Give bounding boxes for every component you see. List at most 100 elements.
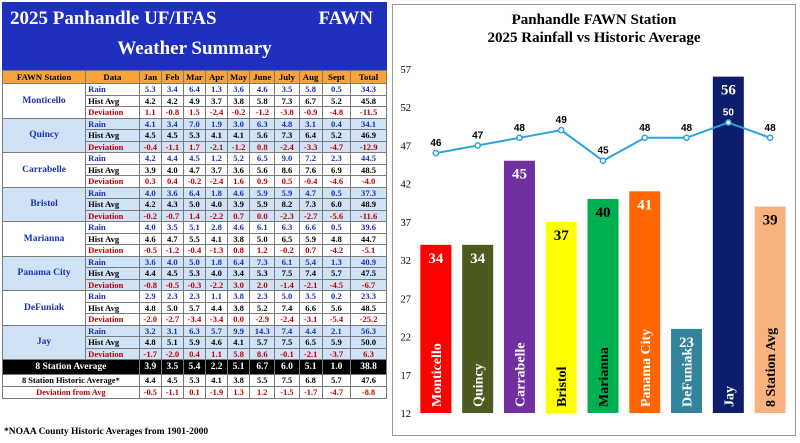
row-label: Deviation	[85, 313, 140, 326]
row-label: Deviation	[85, 140, 140, 153]
summary-cell: 3.8	[227, 374, 251, 387]
table-row: Deviation -0.4 -1.1 1.7 -2.1 -1.2 0.8 -2.4 -3.3-…	[3, 140, 387, 153]
table-cell: 4.5	[160, 129, 184, 142]
table-cell: 46.9	[350, 129, 387, 142]
row-label: Rain	[85, 324, 140, 337]
category-label: Carrabelle	[513, 342, 528, 407]
table-cell: 4.1	[227, 129, 251, 142]
table-cell: 5.4	[298, 255, 323, 268]
table-cell: 5.7	[321, 267, 352, 280]
table-cell: -4.0	[350, 175, 387, 188]
table-cell: 3.8	[227, 290, 251, 303]
table-cell: -5.6	[321, 209, 352, 222]
category-label: 8 Station Avg	[764, 328, 779, 407]
row-label: Deviation	[85, 278, 140, 291]
table-row: Hist Avg 4.2 4.3 5.0 4.0 3.9 5.9 8.2 7.3 6.0 48.9	[3, 198, 387, 211]
table-cell: -25.2	[350, 313, 387, 326]
station-name: Monticello	[1, 83, 87, 119]
table-cell: 3.8	[227, 301, 251, 314]
table-cell: -1.7	[138, 347, 162, 360]
table-cell: -3.3	[298, 140, 323, 153]
row-label: Rain	[85, 290, 140, 303]
y-tick-label: 57	[401, 65, 412, 76]
bar-value-label: 56	[721, 83, 737, 99]
table-cell: -3.8	[274, 106, 300, 119]
bar-value-label: 34	[428, 251, 444, 267]
table-cell: 6.3	[249, 117, 276, 130]
table-cell: 6.0	[321, 198, 352, 211]
column-header: Jan	[138, 70, 162, 84]
summary-cell: 5.4	[182, 359, 206, 375]
table-row: Deviation -0.5 -1.2 -0.4 -1.3 0.8 1.2 -0.2 0.7 -4…	[3, 244, 387, 257]
table-cell: 4.4	[138, 267, 162, 280]
table-subtitle: Weather Summary	[117, 38, 272, 59]
table-cell: 6.5	[298, 336, 323, 349]
summary-cell: 6.8	[298, 374, 323, 387]
table-cell: 0.7	[227, 209, 251, 222]
table-cell: 2.3	[249, 290, 276, 303]
table-cell: 6.5	[274, 232, 300, 245]
table-row: Hist Avg 4.5 4.5 5.3 4.1 4.1 5.6 7.3 6.4 5.2 46.9	[3, 129, 387, 142]
table-cell: 6.6	[298, 221, 323, 234]
table-cell: -0.8	[160, 106, 184, 119]
table-cell: 40.9	[350, 255, 387, 268]
table-cell: 4.7	[182, 163, 206, 176]
table-cell: 7.6	[298, 163, 323, 176]
table-cell: -0.1	[274, 347, 300, 360]
table-cell: 7.5	[274, 267, 300, 280]
table-cell: -0.2	[182, 175, 206, 188]
table-cell: 7.4	[298, 267, 323, 280]
summary-cell: 47.6	[350, 374, 387, 387]
bar-value-label: 39	[763, 213, 778, 229]
row-label: Rain	[85, 186, 140, 199]
table-cell: 4.2	[138, 152, 162, 165]
table-cell: -3.1	[298, 313, 323, 326]
table-cell: 7.4	[274, 324, 300, 337]
y-tick-label: 42	[401, 180, 412, 191]
table-cell: 5.6	[249, 129, 276, 142]
row-label: Rain	[85, 83, 140, 96]
table-cell: 5.3	[182, 267, 206, 280]
table-cell: 4.0	[138, 186, 162, 199]
row-label: Hist Avg	[85, 232, 140, 245]
table-row: Deviation -0.8 -0.5 -0.3 -2.2 3.0 2.0 -1.4 -2.1-…	[3, 278, 387, 291]
table-cell: 0.0	[249, 209, 276, 222]
table-row: Panama City Rain 3.6 4.0 5.0 1.8 6.4 7.3 6.1 5.4 1…	[1, 255, 387, 291]
line-point-label: 50	[723, 108, 735, 119]
column-header: May	[227, 70, 251, 84]
table-header-row: FAWN Station Data Jan Feb Mar Apr May June July A…	[1, 70, 387, 84]
table-title-box: 2025 Panhandle UF/IFAS FAWN Weather Summ…	[2, 2, 387, 70]
chart-title-line1: Panhandle FAWN Station	[511, 12, 677, 28]
table-cell: -2.4	[274, 313, 300, 326]
table-cell: 14.3	[249, 324, 276, 337]
row-label: Hist Avg	[85, 94, 140, 107]
weather-summary-table: FAWN Station Data Jan Feb Mar Apr May June July A…	[1, 70, 387, 399]
y-tick-label: 12	[401, 409, 412, 420]
summary-label: Deviation from Avg	[2, 386, 140, 399]
column-header: Sept	[321, 70, 352, 84]
table-cell: 7.3	[298, 198, 323, 211]
table-cell: 45.8	[350, 94, 387, 107]
table-cell: -2.3	[274, 209, 300, 222]
category-label: Bristol	[555, 366, 570, 407]
table-cell: 4.0	[160, 255, 184, 268]
table-cell: 4.6	[138, 232, 162, 245]
table-cell: -2.9	[249, 313, 276, 326]
bar	[545, 221, 577, 413]
station-name: Marianna	[1, 221, 87, 257]
table-cell: 1.1	[204, 347, 229, 360]
column-header: Apr	[204, 70, 229, 84]
table-cell: 4.0	[138, 221, 162, 234]
table-cell: 6.3	[350, 347, 387, 360]
table-cell: 3.7	[204, 94, 229, 107]
table-cell: 0.7	[298, 244, 323, 257]
bar	[629, 191, 661, 413]
table-cell: 6.1	[274, 255, 300, 268]
chart-title-line2: 2025 Rainfall vs Historic Average	[487, 30, 701, 46]
table-cell: 0.4	[321, 117, 352, 130]
summary-cell: 3.5	[160, 359, 184, 375]
station-name: Carrabelle	[1, 152, 87, 188]
table-cell: 3.6	[227, 163, 251, 176]
table-cell: 4.4	[160, 152, 184, 165]
table-cell: 5.1	[160, 336, 184, 349]
